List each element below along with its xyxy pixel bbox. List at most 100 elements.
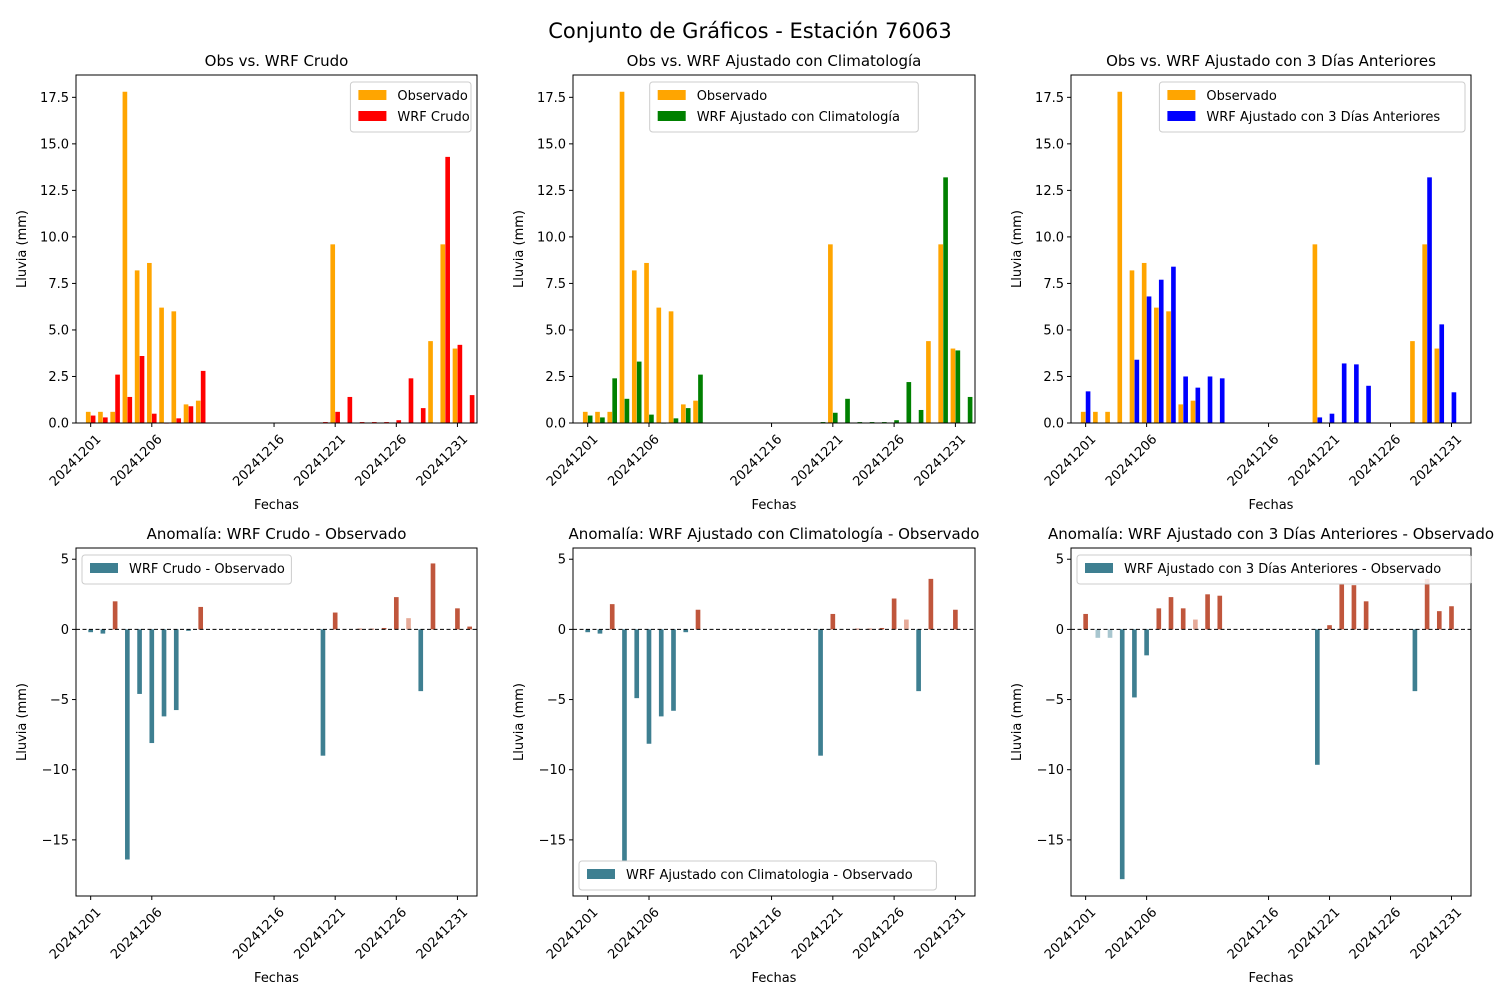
x-axis-label: Fechas [752, 498, 797, 513]
x-tick-label: 20241201 [47, 905, 104, 962]
bar-observado-10 [195, 400, 201, 423]
y-tick-label: 17.5 [1035, 91, 1064, 106]
anomaly-bar-4 [125, 629, 130, 860]
bar-wrf-ajustado-con-climatologia-22 [845, 398, 850, 423]
y-tick-label: 12.5 [40, 184, 69, 199]
y-axis-label: Lluvia (mm) [1010, 210, 1025, 288]
anomaly-bar-23 [1351, 585, 1357, 630]
bars-group [582, 91, 973, 424]
bar-observado-7 [656, 307, 662, 423]
bars-group [585, 578, 958, 861]
anomaly-bar-26 [393, 597, 399, 630]
legend-entry-wrf-ajustado-con-climatologia-observado: WRF Ajustado con Climatologia - Observad… [626, 868, 913, 883]
bar-observado-31 [950, 348, 956, 423]
anomaly-bar-12 [1217, 595, 1223, 630]
x-axis-ticks: 20241201 20241206 20241216 20241221 20241226… [544, 423, 969, 490]
anomaly-bar-5 [137, 629, 142, 694]
anomaly-bar-20 [818, 629, 823, 756]
bar-wrf-crudo-26 [396, 420, 402, 423]
x-axis-label: Fechas [254, 498, 299, 513]
x-tick-label: 20241201 [544, 432, 601, 489]
anomaly-bar-10 [1193, 619, 1198, 630]
bar-wrf-ajustado-con-3-dias-anteriores-8 [1171, 266, 1176, 423]
bar-wrf-ajustado-con-climatologia-3 [612, 378, 617, 423]
axes-frame [572, 547, 976, 897]
anomaly-bar-9 [683, 629, 689, 633]
x-tick-label: 20241216 [728, 432, 785, 489]
y-tick-label: 0.0 [1043, 417, 1064, 432]
legend-swatch-observado [1167, 90, 1196, 100]
anomaly-bar-29 [430, 563, 436, 630]
axes-frame [1070, 547, 1472, 897]
x-axis-label: Fechas [752, 971, 797, 986]
subplot-obs-vs-wrf-3dias: Obs vs. WRF Ajustado con 3 Días Anterior… [1010, 52, 1472, 513]
anomaly-bar-28 [916, 629, 921, 692]
y-tick-label: −15 [1037, 833, 1064, 848]
y-tick-label: 10.0 [1035, 230, 1064, 245]
x-tick-label: 20241221 [1286, 905, 1343, 962]
bar-wrf-ajustado-con-climatologia-8 [673, 418, 679, 423]
legend-frame [649, 81, 919, 133]
anomaly-bar-27 [904, 619, 909, 630]
bar-observado-28 [1410, 341, 1415, 423]
y-axis-label: Lluvia (mm) [15, 683, 30, 761]
axes-frame [75, 74, 478, 424]
bar-wrf-ajustado-con-3-dias-anteriores-6 [1146, 296, 1152, 423]
anomaly-bar-22 [1339, 584, 1345, 630]
bar-observado-30 [1434, 348, 1440, 423]
y-tick-label: −10 [42, 763, 69, 778]
bar-observado-7 [1154, 307, 1159, 423]
anomaly-bar-23 [357, 628, 362, 630]
x-tick-label: 20241221 [292, 432, 349, 489]
bar-wrf-crudo-21 [335, 411, 340, 423]
bar-observado-6 [1141, 262, 1147, 423]
x-axis-ticks: 20241201 20241206 20241216 20241221 20241226… [1042, 896, 1465, 963]
bar-wrf-ajustado-con-climatologia-2 [600, 417, 605, 423]
y-tick-label: −15 [42, 833, 69, 848]
x-tick-label: 20241231 [912, 432, 969, 489]
y-axis-ticks: 0.0 2.5 5.0 7.5 10.0 12.5 15.0 17.5 [40, 91, 76, 432]
anomaly-bar-7 [1156, 608, 1162, 630]
bar-observado-30 [440, 244, 446, 423]
legend: Observado WRF Ajustado con 3 Días Anterio… [1158, 81, 1466, 133]
y-tick-label: 7.5 [1043, 277, 1064, 292]
y-axis-ticks: 0.0 2.5 5.0 7.5 10.0 12.5 15.0 17.5 [537, 91, 573, 432]
legend: Observado WRF Crudo [349, 81, 472, 133]
anomaly-bar-5 [1132, 629, 1137, 698]
bar-wrf-crudo-30 [445, 156, 450, 423]
x-tick-label: 20241226 [1347, 905, 1404, 962]
x-tick-label: 20241226 [353, 432, 410, 489]
y-tick-label: 5 [61, 553, 69, 568]
bar-observado-9 [183, 404, 189, 423]
legend-entry-observado: Observado [1206, 89, 1277, 104]
bar-observado-5 [631, 270, 637, 423]
anomaly-bar-30 [1436, 611, 1442, 630]
bar-wrf-ajustado-con-climatologia-28 [918, 409, 924, 423]
axes-frame [75, 547, 478, 897]
y-tick-label: 5.0 [1043, 323, 1064, 338]
y-axis-ticks: −15 −10 −5 0 5 [1037, 553, 1071, 848]
x-tick-label: 20241231 [414, 432, 471, 489]
bar-observado-30 [938, 244, 944, 423]
anomaly-bar-24 [867, 628, 872, 630]
bar-wrf-crudo-4 [127, 396, 133, 423]
bar-wrf-ajustado-con-3-dias-anteriores-21 [1329, 413, 1335, 423]
bar-observado-2 [595, 411, 600, 423]
y-tick-label: 0.0 [545, 417, 566, 432]
y-tick-label: 7.5 [48, 277, 69, 292]
y-tick-label: 15.0 [40, 137, 69, 152]
bar-observado-5 [1129, 270, 1135, 423]
bar-observado-1 [1080, 411, 1086, 423]
y-axis-ticks: −15 −10 −5 0 5 [539, 553, 573, 848]
bar-wrf-ajustado-con-3-dias-anteriores-23 [1354, 364, 1359, 423]
x-tick-label: 20241201 [1042, 905, 1099, 962]
bars-group [85, 91, 475, 424]
anomaly-bar-25 [879, 627, 885, 630]
y-tick-label: 2.5 [1043, 370, 1064, 385]
anomaly-bar-3 [1107, 629, 1113, 638]
bar-observado-2 [98, 411, 103, 423]
y-axis-ticks: 0.0 2.5 5.0 7.5 10.0 12.5 15.0 17.5 [1035, 91, 1071, 432]
x-tick-label: 20241221 [1286, 432, 1343, 489]
bar-wrf-crudo-9 [188, 406, 194, 423]
legend: Observado WRF Ajustado con Climatología [649, 81, 919, 133]
